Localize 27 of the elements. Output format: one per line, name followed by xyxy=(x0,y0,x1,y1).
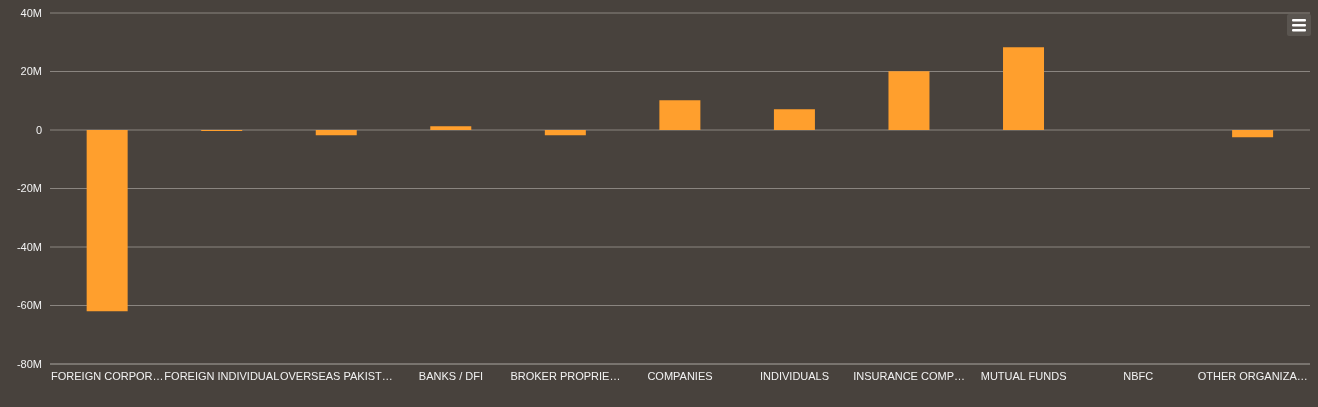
bar xyxy=(86,130,128,312)
x-tick-label: OVERSEAS PAKIST… xyxy=(279,369,393,382)
x-tick-label: COMPANIES xyxy=(647,369,713,382)
y-tick-label: 20M xyxy=(20,65,42,78)
x-tick-label: NBFC xyxy=(1123,369,1154,382)
y-tick-label: 40M xyxy=(20,6,42,19)
x-tick-label: FOREIGN CORPOR… xyxy=(51,369,164,382)
x-tick-label: BROKER PROPRIE… xyxy=(510,369,621,382)
bar xyxy=(888,71,930,130)
y-tick-label: -80M xyxy=(16,357,42,370)
bar xyxy=(773,109,815,130)
bar xyxy=(544,130,586,136)
y-tick-label: -20M xyxy=(16,182,42,195)
bar xyxy=(430,126,472,130)
bar xyxy=(1232,130,1274,138)
x-tick-label: INDIVIDUALS xyxy=(760,369,830,382)
y-tick-label: 0 xyxy=(35,123,42,136)
bar xyxy=(315,130,357,136)
x-tick-label: FOREIGN INDIVIDUAL xyxy=(164,369,280,382)
x-tick-label: OTHER ORGANIZA… xyxy=(1197,369,1308,382)
bar xyxy=(659,100,701,130)
x-tick-label: MUTUAL FUNDS xyxy=(980,369,1067,382)
bar xyxy=(1003,47,1045,130)
y-tick-label: -60M xyxy=(16,299,42,312)
x-tick-label: INSURANCE COMP… xyxy=(853,369,966,382)
y-tick-label: -40M xyxy=(16,240,42,253)
x-tick-label: BANKS / DFI xyxy=(418,369,483,382)
